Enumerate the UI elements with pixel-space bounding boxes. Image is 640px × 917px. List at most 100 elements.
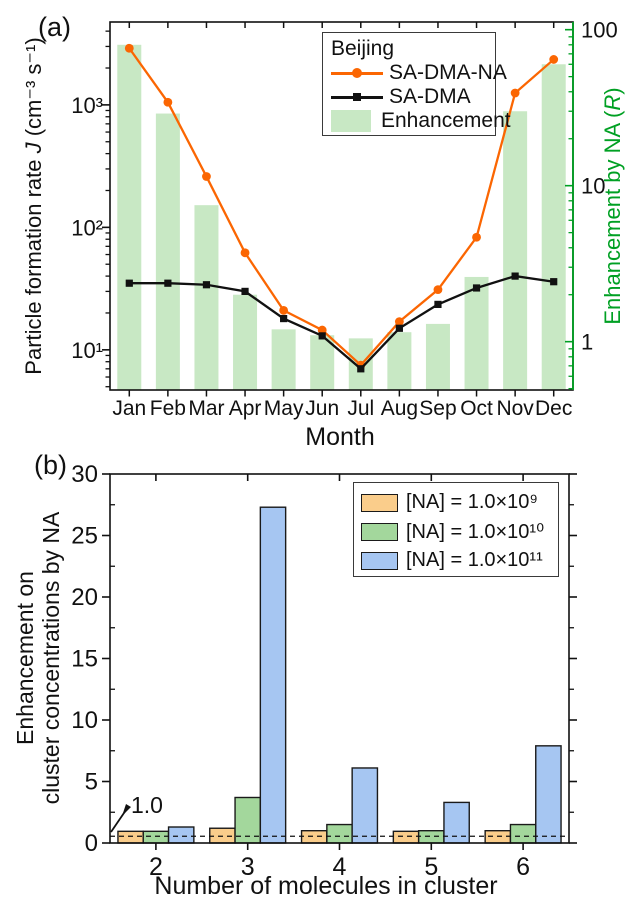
panel-b-legend: [NA] = 1.0×10⁹ [NA] = 1.0×10¹⁰ [NA] = 1.… (353, 482, 559, 577)
x-tick-label: Dec (535, 397, 572, 420)
enhancement-bar (503, 111, 528, 390)
x-tick-label: Nov (496, 397, 534, 420)
panel-b-label: (b) (34, 450, 67, 480)
panel-a-left-ticks (102, 30, 110, 388)
bar-swatch-icon (361, 551, 398, 570)
legend-entry-enhancement: Enhancement (331, 109, 511, 133)
data-point-circle (240, 248, 250, 258)
legend-entry-sa-dma: SA-DMA (331, 85, 495, 109)
bar-swatch-icon (361, 493, 398, 512)
x-tick-label: Jan (112, 397, 146, 420)
legend-entry-na-1e10: [NA] = 1.0×10¹⁰ (361, 517, 558, 546)
data-point-circle (394, 317, 404, 327)
bar (300, 830, 328, 844)
data-point-square (550, 278, 558, 286)
legend-entry-sa-dma-na: SA-DMA-NA (331, 61, 507, 85)
y-tick-label: 15 (71, 646, 98, 673)
x-tick-label: Aug (381, 397, 418, 420)
x-tick-label: Mar (188, 397, 224, 420)
panel-b-x-axis-title: Number of molecules in cluster (154, 872, 498, 900)
data-point-circle (317, 325, 327, 335)
panel-b-y-axis-title: Enhancement on cluster concentrations by… (12, 443, 64, 873)
axis-title-line-1: Enhancement on (12, 571, 38, 745)
axis-title-text: Particle formation rate (21, 153, 46, 375)
data-point-square (241, 287, 249, 296)
legend-entry-label: Enhancement (381, 109, 511, 132)
axis-title-variable: J (21, 142, 46, 154)
data-point-square (511, 272, 519, 280)
data-point-square (280, 314, 288, 323)
x-tick-label: 2 (149, 853, 163, 881)
panel-a-month-ticks (128, 22, 555, 397)
bar (326, 823, 353, 844)
line-square-swatch-icon (331, 90, 383, 104)
bar-swatch-icon (361, 522, 398, 541)
data-point-circle (163, 97, 173, 107)
series-line-sa-dma (129, 274, 554, 371)
series-line-sa-dma-na (128, 47, 555, 367)
panel-a-enhancement-bars (117, 44, 566, 391)
data-point-square (357, 365, 365, 373)
x-tick-label: Jun (305, 397, 339, 420)
enhancement-bar (425, 323, 450, 390)
panel-a-y-left-axis-title: Particle formation rate J (cm⁻³ s⁻¹) (21, 0, 49, 416)
annotation-arrowhead-icon (122, 804, 131, 816)
enhancement-bar (117, 44, 142, 391)
axis-title-line-2: cluster concentrations by NA (38, 511, 64, 805)
legend-title: Beijing (331, 37, 395, 60)
legend-entry-label: [NA] = 1.0×10¹¹ (406, 549, 543, 571)
panel-a-x-axis-title: Month (305, 423, 375, 451)
data-point-square (202, 281, 211, 289)
enhancement-bar (271, 329, 296, 390)
bar (117, 830, 144, 844)
bar (509, 823, 537, 844)
enhancement-bar (233, 294, 258, 390)
legend-entry-label: [NA] = 1.0×10⁹ (406, 491, 538, 513)
data-point-circle (279, 305, 289, 315)
bar (417, 830, 445, 844)
bar (535, 745, 562, 844)
bar (167, 826, 195, 844)
enhancement-bar (464, 276, 489, 390)
enhancement-bar (387, 332, 412, 390)
data-point-circle (549, 55, 559, 64)
y-left-tick-label: 10² (71, 215, 103, 240)
x-tick-label: Feb (150, 397, 186, 420)
panel-a-legend: Beijing SA-DMA-NA SA-DMA Enhancement (322, 32, 511, 136)
bar (209, 827, 236, 844)
y-right-tick-label: 100 (581, 18, 618, 43)
data-point-square (125, 279, 133, 287)
line-circle-swatch-icon (331, 66, 383, 80)
enhancement-bar (155, 113, 180, 390)
legend-entry-na-1e11: [NA] = 1.0×10¹¹ (361, 546, 558, 575)
bar (484, 830, 512, 844)
panel-b-y-ticks (102, 473, 577, 844)
reference-annotation: 1.0 (131, 792, 163, 818)
x-tick-label: Apr (229, 397, 262, 420)
bar-swatch-icon (331, 110, 371, 132)
enhancement-bar (310, 335, 335, 390)
bar (351, 767, 379, 844)
panel-b-x-ticks (155, 474, 524, 850)
y-tick-label: 10 (71, 707, 98, 734)
bar (392, 830, 420, 844)
data-point-square (164, 279, 172, 287)
data-point-square (434, 300, 442, 308)
panel-a-y-right-axis-title: Enhancement by NA (R) (600, 0, 628, 416)
y-tick-label: 5 (85, 769, 98, 796)
x-tick-label: Jul (347, 397, 374, 420)
x-tick-label: May (264, 397, 304, 420)
enhancement-bar (194, 205, 219, 390)
y-tick-label: 0 (85, 830, 98, 857)
y-left-tick-label: 10¹ (71, 338, 103, 363)
y-tick-label: 20 (71, 584, 98, 611)
bar (443, 801, 470, 844)
x-tick-label: 5 (424, 853, 438, 881)
x-tick-label: 3 (241, 853, 255, 881)
data-point-circle (433, 285, 443, 295)
data-point-square (318, 332, 326, 340)
y-right-tick-label: 1 (581, 330, 593, 355)
y-tick-label: 30 (71, 461, 98, 488)
